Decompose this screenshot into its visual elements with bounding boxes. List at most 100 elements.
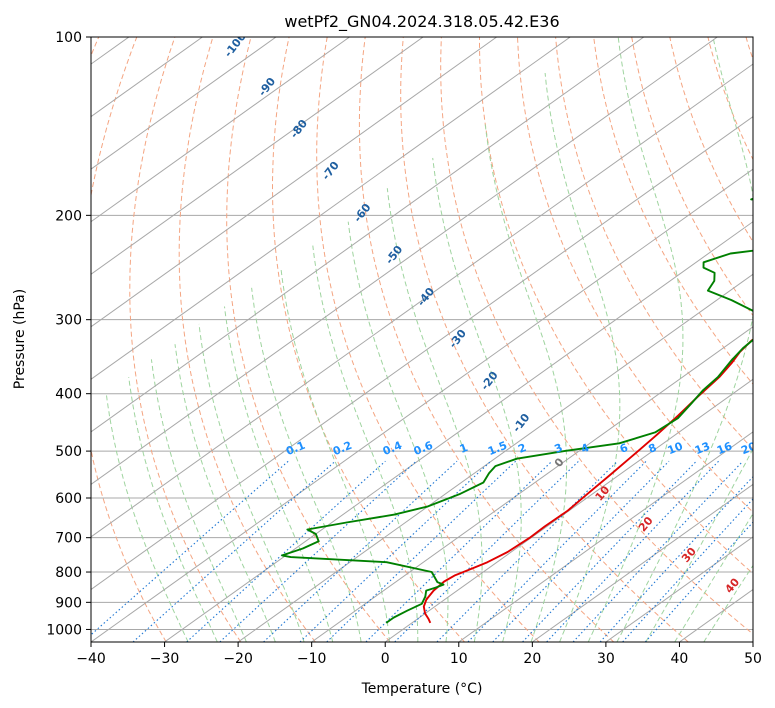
dry-adiabat-line (517, 37, 753, 513)
moist-adiabat-label: 30 (679, 545, 699, 565)
mixing-ratio-line (91, 460, 289, 636)
isotherm-line (91, 37, 350, 223)
moist-adiabat-line (703, 564, 753, 642)
moist-adiabat-line (587, 37, 684, 642)
mixing-ratio-label: 2 (516, 441, 528, 456)
dry-adiabat-line (358, 37, 615, 642)
moist-adiabat-line (251, 287, 362, 642)
mixing-ratio-line (622, 498, 753, 642)
isotherm-line (164, 221, 753, 642)
mixing-ratio-label: 1.5 (486, 439, 509, 458)
moist-adiabat-line (484, 123, 568, 642)
mixing-ratio-label: 0.1 (284, 439, 307, 458)
isotherm-line (458, 431, 753, 642)
dry-adiabat-line (669, 37, 753, 243)
mixing-ratio-line (522, 460, 697, 642)
isotherm-line (91, 37, 497, 328)
y-tick-label: 700 (55, 531, 82, 547)
dry-adiabat-label: -10 (510, 411, 533, 435)
dry-adiabat-label: -90 (256, 75, 279, 99)
dry-adiabat-label: -50 (383, 243, 406, 267)
dry-adiabat-line (631, 37, 753, 317)
moist-adiabat-line (105, 393, 189, 642)
moist-adiabat-line (674, 512, 753, 642)
mixing-ratio-line (186, 460, 386, 642)
x-tick-label: 10 (450, 651, 468, 667)
mixing-ratio-line (644, 521, 753, 642)
dry-adiabat-label: -60 (351, 201, 374, 225)
dry-adiabat-line (400, 37, 689, 642)
dry-adiabat-line (129, 37, 242, 642)
isotherm-line (384, 378, 753, 642)
isotherm-line (91, 37, 571, 380)
y-tick-label: 200 (55, 208, 82, 224)
dry-adiabat-label: -70 (319, 159, 342, 183)
isotherm-line (91, 37, 277, 170)
moist-adiabat-line (128, 377, 218, 642)
mixing-ratio-label: 6 (618, 441, 630, 456)
dry-adiabat-line (91, 37, 100, 642)
y-tick-label: 400 (55, 387, 82, 403)
isotherm-line (91, 37, 645, 433)
moist-adiabat-line (198, 323, 305, 642)
mixing-ratio-line (599, 475, 753, 642)
moist-adiabat-line (224, 306, 334, 642)
moist-adiabat-line (386, 188, 483, 642)
dry-adiabat-line (91, 37, 167, 642)
x-tick-label: 20 (523, 651, 541, 667)
isotherm-line (91, 37, 424, 275)
isotherm-line (752, 641, 753, 642)
mixing-ratio-line (132, 460, 336, 642)
chart-title: wetPf2_GN04.2024.318.05.42.E36 (284, 12, 559, 32)
mixing-ratio-line (219, 460, 417, 642)
x-tick-label: −20 (223, 651, 253, 667)
moist-adiabat-line (174, 344, 276, 642)
dry-adiabat-label: -100 (222, 30, 249, 60)
isotherm-line (91, 115, 753, 591)
y-tick-label: 600 (55, 491, 82, 507)
mixing-ratio-label: 3 (553, 441, 565, 456)
y-tick-label: 500 (55, 444, 82, 460)
isotherm-line (311, 326, 753, 642)
dry-adiabat-line (745, 37, 753, 61)
isotherm-line (237, 273, 753, 642)
moist-adiabat-label: 40 (722, 575, 742, 595)
y-axis-title: Pressure (hPa) (12, 289, 28, 389)
mixing-ratio-line (263, 460, 458, 642)
mixing-ratio-line (467, 460, 647, 642)
dry-adiabat-line (555, 37, 753, 450)
mixing-ratio-label: 0.2 (331, 439, 354, 458)
moist-adiabat-line (347, 221, 449, 642)
mixing-ratio-label: 8 (646, 441, 658, 456)
mixing-ratio-line (436, 460, 618, 642)
isotherm-line (532, 483, 753, 642)
dry-adiabat-label: -40 (415, 285, 438, 309)
moist-adiabat-label: 0 (552, 455, 567, 469)
mixing-ratio-label: 0.4 (381, 439, 404, 458)
x-tick-label: 40 (671, 651, 689, 667)
mixing-ratio-label: 16 (715, 439, 734, 457)
dry-adiabat-line (0, 37, 61, 642)
x-tick-label: 0 (381, 651, 390, 667)
mixing-ratio-label: 1 (458, 441, 470, 456)
mixing-ratio-label: 13 (693, 440, 712, 458)
x-tick-label: 30 (597, 651, 615, 667)
moist-adiabat-line (544, 72, 621, 642)
dry-adiabat-line (707, 37, 753, 161)
y-tick-label: 900 (55, 595, 82, 611)
moist-adiabat-line (432, 157, 522, 642)
mixing-ratio-label: 25 (764, 440, 775, 458)
mixing-ratio-line (365, 460, 553, 642)
plot-frame (90, 36, 754, 643)
x-tick-label: −30 (150, 651, 180, 667)
dry-adiabat-line (316, 37, 540, 642)
y-tick-label: 100 (55, 30, 82, 46)
y-tick-label: 1000 (46, 622, 82, 638)
isotherm-line (91, 37, 203, 118)
isotherm-line (91, 37, 718, 485)
x-tick-label: 50 (744, 651, 762, 667)
dry-adiabat-line (440, 37, 753, 635)
mixing-ratio-line (299, 460, 492, 642)
x-tick-label: −40 (76, 651, 106, 667)
mixing-ratio-label: 10 (666, 439, 685, 457)
